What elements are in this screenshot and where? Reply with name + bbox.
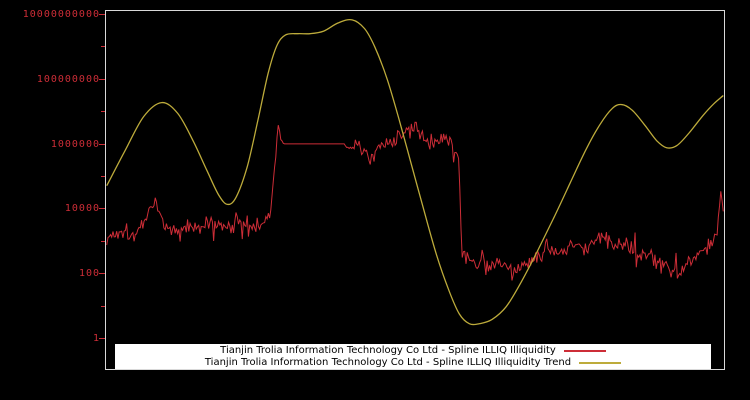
y-axis-tick-label: 1	[92, 333, 100, 344]
y-axis-tick-label: 10000000000	[22, 9, 100, 20]
y-axis-major-tick	[99, 14, 105, 15]
illiquidity-series-line	[106, 121, 724, 281]
trend-series-line	[106, 18, 724, 326]
legend: Tianjin Trolia Information Technology Co…	[115, 344, 711, 369]
legend-row: Tianjin Trolia Information Technology Co…	[115, 345, 711, 357]
legend-label: Tianjin Trolia Information Technology Co…	[220, 344, 556, 356]
y-axis-tick-label: 10000	[64, 203, 100, 215]
y-axis-major-tick	[99, 273, 105, 275]
y-axis-minor-tick	[101, 46, 105, 48]
y-axis-tick-label: 100	[78, 268, 100, 280]
y-axis: 1 100 10000 1000000 100000000 10000000000	[0, 0, 100, 400]
plot-area: Tianjin Trolia Information Technology Co…	[105, 10, 725, 370]
chart-canvas	[106, 18, 724, 326]
y-axis-major-tick	[99, 338, 105, 339]
y-axis-tick-label: 1000000	[50, 138, 100, 150]
legend-line-sample	[579, 361, 622, 364]
legend-label: Tianjin Trolia Information Technology Co…	[204, 356, 572, 368]
y-axis-minor-tick	[101, 240, 105, 242]
legend-line-sample	[563, 349, 606, 352]
y-axis-major-tick	[99, 143, 105, 145]
y-axis-minor-tick	[101, 111, 105, 113]
y-axis-minor-tick	[101, 176, 105, 177]
y-axis-major-tick	[99, 208, 105, 210]
y-axis-tick-label: 100000000	[36, 73, 100, 85]
y-axis-minor-tick	[101, 305, 105, 307]
y-axis-major-tick	[99, 78, 105, 80]
legend-row: Tianjin Trolia Information Technology Co…	[115, 357, 711, 369]
